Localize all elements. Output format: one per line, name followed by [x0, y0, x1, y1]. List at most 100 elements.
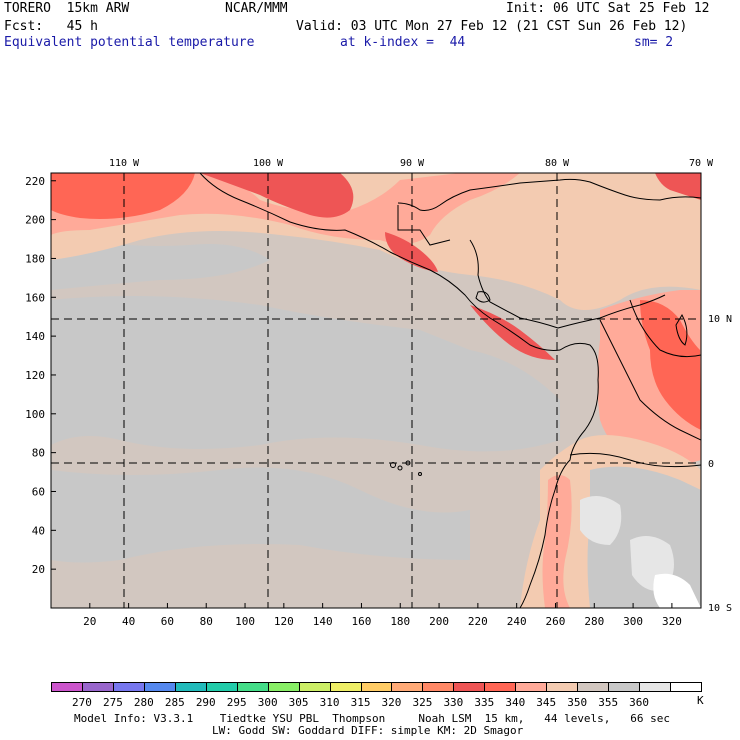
- y-grid-ticks: 220 200 180 160 140 120 100 80 60 40 20: [25, 175, 56, 576]
- colorbar-label: 325: [412, 696, 433, 709]
- ecuador-peru-border: [569, 452, 701, 468]
- colorbar-cell: [174, 682, 206, 692]
- y-tick-label: 220: [25, 175, 45, 188]
- x-tick-label: 120: [274, 615, 294, 628]
- colorbar-label: 320: [381, 696, 402, 709]
- colorbar-cell: [391, 682, 423, 692]
- map-field: [51, 173, 701, 608]
- colorbar-label: 285: [164, 696, 185, 709]
- map-frame: [50, 172, 702, 609]
- y-tick-label: 180: [25, 252, 45, 265]
- lon-label: 110 W: [109, 158, 140, 169]
- colorbar-cell: [112, 682, 144, 692]
- x-tick-label: 180: [390, 615, 410, 628]
- lake-nicaragua: [475, 291, 491, 303]
- x-tick-label: 220: [468, 615, 488, 628]
- field-name: Equivalent potential temperature: [4, 35, 255, 50]
- lat-label: 0: [708, 459, 714, 470]
- colorbar-cell: [670, 682, 702, 692]
- y-tick-label: 20: [32, 563, 45, 576]
- x-tick-label: 240: [507, 615, 527, 628]
- forecast-hour: Fcst: 45 h: [4, 19, 98, 34]
- y-tick-label: 200: [25, 214, 45, 227]
- colorbar-cell: [515, 682, 547, 692]
- guatemala-border: [397, 205, 451, 246]
- colorbar-label: 310: [319, 696, 340, 709]
- center-label: NCAR/MMM: [225, 1, 288, 16]
- y-tick-label: 120: [25, 369, 45, 382]
- colorbar-cell: [453, 682, 485, 692]
- colorbar-cell: [267, 682, 299, 692]
- colorbar-label: 305: [288, 696, 309, 709]
- init-time: Init: 06 UTC Sat 25 Feb 12: [506, 1, 710, 16]
- colorbar-cell: [81, 682, 113, 692]
- venezuela-border: [629, 299, 701, 358]
- red-colombia: [640, 300, 701, 430]
- y-tick-label: 100: [25, 408, 45, 421]
- y-tick-label: 80: [32, 447, 45, 460]
- smoothing-label: sm= 2: [634, 35, 674, 50]
- x-tick-label: 160: [352, 615, 372, 628]
- colorbar-cell: [143, 682, 175, 692]
- x-tick-label: 40: [122, 615, 135, 628]
- pacific-coast: [199, 173, 599, 608]
- colorbar-cell: [422, 682, 454, 692]
- lat-label: 10 N: [708, 314, 732, 325]
- graticule: [51, 173, 701, 608]
- model-title: TORERO 15km ARW: [4, 1, 130, 16]
- colorbar-cell: [298, 682, 330, 692]
- colorbar-cell: [484, 682, 516, 692]
- colorbar-label: 350: [567, 696, 588, 709]
- central-america-east: [469, 239, 666, 329]
- colorbar-cell: [360, 682, 392, 692]
- colorbar-label: 315: [350, 696, 371, 709]
- x-tick-label: 60: [161, 615, 174, 628]
- white-patch-3: [653, 573, 701, 608]
- colorbar-label: 275: [102, 696, 123, 709]
- longitude-labels: 110 W 100 W 90 W 80 W 70 W: [109, 158, 714, 169]
- x-tick-label: 300: [623, 615, 643, 628]
- valid-time: Valid: 03 UTC Mon 27 Feb 12 (21 CST Sun …: [296, 19, 688, 34]
- colorbar-label: 280: [133, 696, 154, 709]
- x-tick-label: 200: [429, 615, 449, 628]
- red-northwest: [51, 173, 195, 219]
- y-tick-label: 140: [25, 330, 45, 343]
- white-patch-1: [580, 496, 622, 545]
- colorbar-cell: [577, 682, 609, 692]
- colorbar-cell: [51, 682, 82, 692]
- colorbar-unit: K: [697, 694, 704, 707]
- x-tick-label: 100: [235, 615, 255, 628]
- colorbar-cell: [236, 682, 268, 692]
- x-tick-label: 20: [83, 615, 96, 628]
- grey-patch-central: [51, 296, 560, 452]
- y-tick-label: 40: [32, 524, 45, 537]
- x-tick-label: 320: [662, 615, 682, 628]
- latitude-labels: 10 N 0 10 S: [708, 314, 732, 614]
- y-tick-label: 160: [25, 291, 45, 304]
- colorbar-cell: [639, 682, 671, 692]
- colorbar-label: 295: [226, 696, 247, 709]
- y-tick-label: 60: [32, 485, 45, 498]
- x-tick-label: 280: [584, 615, 604, 628]
- lat-label: 10 S: [708, 603, 732, 614]
- colorbar-label: 290: [195, 696, 216, 709]
- x-tick-label: 140: [313, 615, 333, 628]
- colorbar-label: 335: [474, 696, 495, 709]
- lon-label: 70 W: [689, 158, 714, 169]
- model-info-line2: LW: Godd SW: Goddard DIFF: simple KM: 2D…: [212, 724, 524, 737]
- colorbar-label: 270: [72, 696, 92, 709]
- red-northeast: [655, 173, 701, 200]
- colorbar-label: 300: [257, 696, 278, 709]
- colorbar-label: 355: [598, 696, 619, 709]
- colorbar-label: 345: [536, 696, 557, 709]
- galapagos-island-2: [397, 465, 403, 471]
- level-label: at k-index = 44: [340, 35, 466, 50]
- coastlines: [199, 173, 701, 608]
- x-tick-label: 260: [546, 615, 566, 628]
- red-north-central: [200, 173, 354, 218]
- x-tick-label: 80: [200, 615, 213, 628]
- caribbean-coast: [397, 178, 701, 211]
- colorbar-cell: [205, 682, 237, 692]
- colorbar-cell: [546, 682, 578, 692]
